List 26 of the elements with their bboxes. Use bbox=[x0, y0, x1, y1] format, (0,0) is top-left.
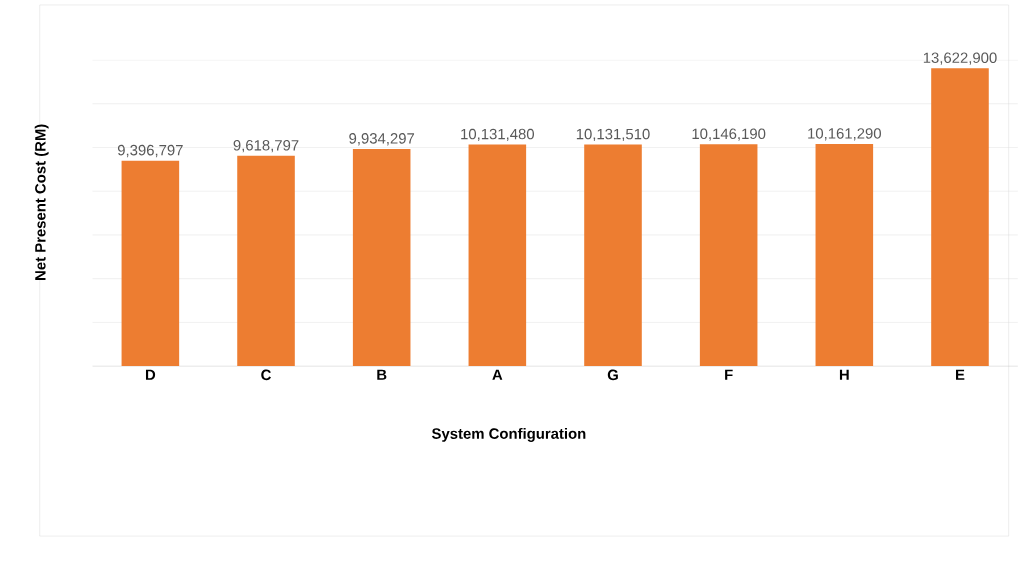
x-tick-label: A bbox=[492, 369, 503, 380]
data-label: 10,161,290 bbox=[808, 128, 881, 141]
bar bbox=[468, 144, 527, 367]
data-label: 10,146,190 bbox=[692, 128, 766, 141]
x-tick-label: E bbox=[956, 369, 965, 380]
bar bbox=[352, 149, 411, 367]
data-label: 10,131,510 bbox=[576, 128, 650, 142]
x-tick-label: C bbox=[261, 369, 271, 381]
x-tick-label: B bbox=[377, 369, 387, 380]
bar bbox=[121, 160, 180, 367]
data-label: 9,396,797 bbox=[117, 144, 183, 158]
y-axis-title: Net Present Cost (RM) bbox=[34, 124, 49, 281]
x-tick-label: F bbox=[725, 369, 733, 380]
bar bbox=[584, 144, 642, 367]
x-tick-label: D bbox=[145, 369, 156, 380]
bar bbox=[815, 144, 874, 367]
data-label: 13,622,900 bbox=[923, 52, 997, 65]
data-label: 10,131,480 bbox=[461, 128, 535, 142]
data-label: 9,618,797 bbox=[233, 140, 299, 153]
x-axis-title: System Configuration bbox=[431, 428, 586, 443]
x-tick-label: H bbox=[839, 369, 849, 380]
bar bbox=[237, 155, 295, 367]
bar bbox=[931, 68, 989, 367]
x-tick-label: G bbox=[607, 369, 618, 381]
data-label: 9,934,297 bbox=[349, 133, 415, 146]
bar bbox=[699, 144, 758, 367]
